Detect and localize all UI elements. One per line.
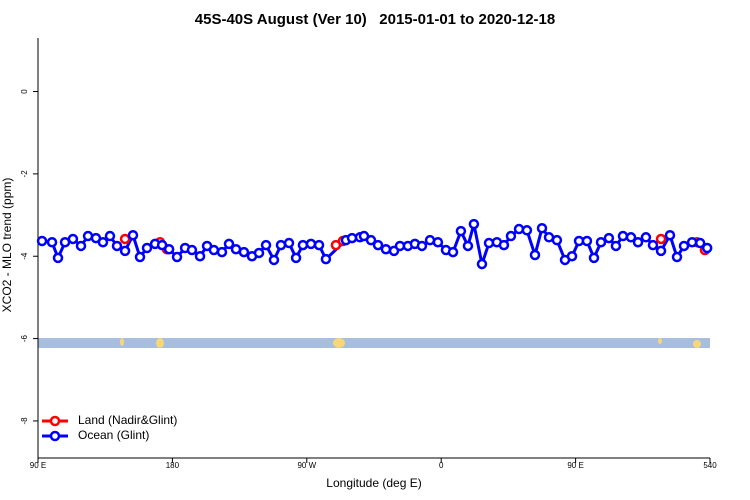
point [529,249,541,261]
x-tick-label: 0 [439,461,444,470]
point [468,218,480,230]
point [655,245,667,257]
point [671,251,683,263]
map-strip [38,338,710,348]
point [283,237,295,249]
x-tick-label: 90 E [567,461,583,470]
point [297,239,309,251]
point [253,247,265,259]
point [625,232,637,243]
legend-marker [49,415,61,427]
land-blob [658,338,662,344]
point [127,229,139,241]
point [46,236,58,248]
chart-title: 45S-40S August (Ver 10) 2015-01-01 to 20… [195,11,555,28]
point [588,252,600,264]
y-tick-label: -2 [20,170,29,178]
point [320,253,332,265]
point [313,239,325,251]
point [617,230,629,242]
x-tick-label: 540 [703,461,717,470]
point [75,240,87,252]
point [52,252,64,264]
point [305,238,317,250]
y-tick-label: -8 [20,417,29,425]
point [640,232,652,243]
y-axis-label: XCO2 - MLO trend (ppm) [0,178,14,313]
point [223,238,235,250]
point [268,254,280,266]
point [432,236,444,248]
legend-label: Ocean (Glint) [78,428,149,442]
x-tick-label: 90 W [297,461,316,470]
point [505,230,517,242]
point [238,246,250,258]
point [111,240,123,252]
point [290,252,302,264]
y-tick-label: 0 [20,89,29,94]
x-axis-label: Longitude (deg E) [326,476,421,490]
point [686,236,698,248]
point [372,239,384,251]
point [647,239,659,251]
point [67,233,79,245]
point [416,240,428,252]
point [536,222,548,234]
land-blob [693,340,701,348]
point [655,233,667,245]
point [694,237,706,249]
legend: Land (Nadir&Glint)Ocean (Glint) [42,413,177,442]
x-tick-label: 90 E [30,461,46,470]
point [119,233,131,245]
point [141,242,153,254]
point [208,244,220,256]
point [36,235,48,247]
point [551,234,563,246]
point [701,242,713,254]
point [462,240,474,252]
legend-marker [49,430,61,442]
land-blob [333,338,345,348]
y-tick-label: -6 [20,334,29,342]
x-tick-label: 180 [166,461,180,470]
point [97,236,109,248]
point [498,239,510,251]
point [365,234,377,246]
point [664,229,676,241]
point [380,243,392,255]
legend-label: Land (Nadir&Glint) [78,413,177,427]
point [275,239,287,251]
point [447,246,459,258]
point [678,240,690,252]
point [171,251,183,263]
point [581,235,593,247]
point [566,250,578,262]
point [104,230,116,242]
point [610,240,622,252]
point [455,225,467,237]
point [194,250,206,262]
land-blob [156,338,164,348]
point [521,225,533,236]
land-blob [120,338,124,346]
point [134,251,146,263]
y-tick-label: -4 [20,252,29,260]
point [595,236,607,248]
point [603,232,615,244]
point [513,223,525,235]
point [119,245,131,257]
point [216,246,228,258]
point [186,244,198,256]
point [476,258,488,270]
point [260,239,272,251]
point [632,236,644,248]
point [163,243,175,255]
ocean-strip [38,338,710,348]
